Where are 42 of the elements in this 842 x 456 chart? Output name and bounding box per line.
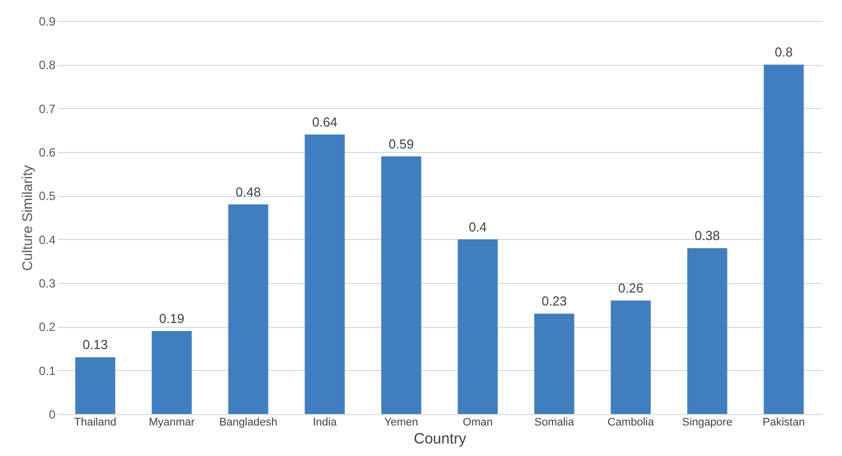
x-tick-label: Yemen [384, 416, 418, 428]
x-tick-label: India [312, 416, 338, 428]
y-tick-label: 0 [48, 408, 56, 422]
data-label: 0.59 [388, 136, 414, 152]
y-tick-label: 0.6 [38, 146, 56, 160]
x-tick-label: Pakistan [762, 416, 805, 428]
y-tick-label: 0.5 [38, 189, 56, 204]
x-tick-label: Thailand [74, 416, 116, 428]
x-tick-label: Bangladesh [219, 416, 278, 428]
bar [610, 300, 651, 414]
data-label: 0.26 [618, 280, 644, 296]
data-label: 0.8 [774, 44, 793, 60]
x-tick-label: Myanmar [148, 416, 196, 428]
x-axis-title: Country [414, 430, 467, 448]
bar [304, 134, 345, 414]
bar [152, 331, 192, 414]
x-tick-label: Cambolia [608, 416, 655, 428]
bar [75, 357, 116, 414]
x-tick-label: Singapore [682, 416, 732, 428]
data-label: 0.38 [694, 228, 720, 244]
y-tick-label: 0.8 [38, 58, 56, 72]
data-label: 0.19 [159, 311, 184, 326]
bar [228, 204, 268, 414]
y-tick-label: 0.4 [38, 232, 56, 247]
y-tick-label: 0.7 [38, 102, 56, 116]
x-tick-label: Oman [462, 416, 493, 428]
data-label: 0.23 [542, 294, 567, 309]
y-tick-label: 0.2 [38, 320, 56, 334]
bar [534, 314, 574, 414]
bar [458, 239, 498, 414]
y-tick-label: 0.3 [38, 276, 56, 290]
bar [381, 156, 422, 414]
bar [687, 248, 728, 414]
data-label: 0.4 [468, 219, 487, 234]
y-axis-title: Culture Similarity [18, 165, 35, 271]
y-tick-label: 0.1 [38, 364, 56, 378]
data-label: 0.48 [236, 184, 261, 200]
data-label: 0.64 [312, 114, 338, 130]
x-tick-label: Somalia [534, 416, 575, 428]
y-tick-label: 0.9 [38, 14, 56, 28]
data-label: 0.13 [82, 337, 108, 352]
bar [764, 64, 804, 414]
